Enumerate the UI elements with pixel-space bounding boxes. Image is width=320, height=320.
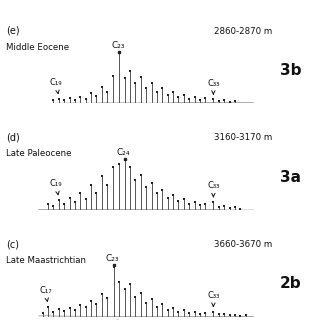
Text: C₃₃: C₃₃ — [207, 181, 220, 197]
Text: C₂₃: C₂₃ — [111, 41, 125, 50]
Text: C₁₉: C₁₉ — [50, 78, 62, 93]
Text: Late Paleocene: Late Paleocene — [6, 149, 72, 158]
Text: (c): (c) — [6, 239, 20, 249]
Text: C₁₉: C₁₉ — [50, 180, 62, 195]
Text: 3160-3170 m: 3160-3170 m — [214, 133, 272, 142]
Text: 3660-3670 m: 3660-3670 m — [214, 240, 272, 249]
Text: C₁₇: C₁₇ — [39, 286, 52, 301]
Text: (e): (e) — [6, 26, 20, 36]
Text: C₂₄: C₂₄ — [116, 148, 130, 157]
Text: Middle Eocene: Middle Eocene — [6, 43, 69, 52]
Text: Late Maastrichtian: Late Maastrichtian — [6, 256, 86, 265]
Text: (d): (d) — [6, 132, 20, 142]
Text: 3a: 3a — [280, 170, 301, 185]
Text: 2860-2870 m: 2860-2870 m — [214, 27, 272, 36]
Text: C₂₃: C₂₃ — [106, 254, 119, 263]
Text: C₃₃: C₃₃ — [207, 291, 220, 306]
Text: C₃₃: C₃₃ — [207, 79, 220, 94]
Text: 2b: 2b — [280, 276, 302, 291]
Text: 3b: 3b — [280, 63, 301, 78]
